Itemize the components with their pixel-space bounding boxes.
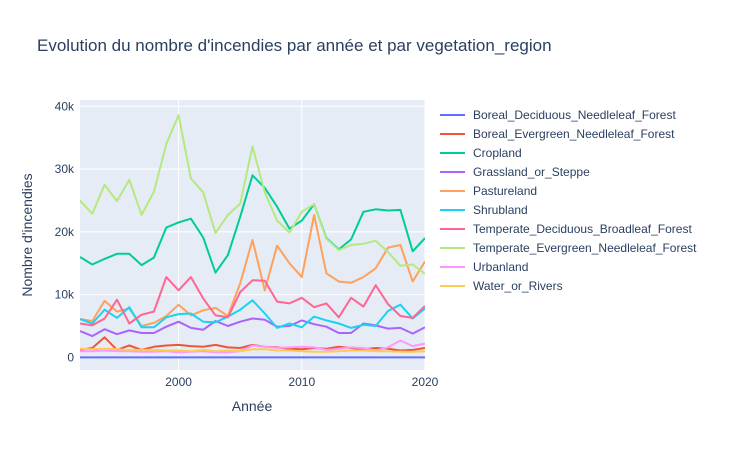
legend-item[interactable]: Boreal_Evergreen_Needleleaf_Forest — [440, 127, 675, 141]
legend-label: Temperate_Deciduous_Broadleaf_Forest — [473, 222, 692, 236]
legend-item[interactable]: Water_or_Rivers — [440, 279, 563, 293]
legend-label: Boreal_Evergreen_Needleleaf_Forest — [473, 127, 675, 141]
x-axis-label: Année — [232, 398, 273, 414]
y-tick-label: 10k — [55, 288, 75, 302]
x-tick-label: 2010 — [288, 375, 315, 389]
series-line-shrubland — [80, 299, 425, 329]
legend-label: Grassland_or_Steppe — [473, 165, 590, 179]
y-tick-labels: 0 10k 20k 30k 40k — [55, 99, 75, 364]
y-tick-label: 20k — [55, 225, 75, 239]
x-tick-label: 2000 — [165, 375, 192, 389]
series-line-water-or-rivers — [80, 347, 425, 353]
y-axis-label: Nombre d'incendies — [19, 173, 35, 296]
plot-area — [80, 100, 425, 370]
x-tick-labels: 2000 2010 2020 — [165, 375, 438, 389]
legend-label: Temperate_Evergreen_Needleleaf_Forest — [473, 241, 697, 255]
series-line-cropland — [80, 174, 425, 274]
legend[interactable]: Boreal_Deciduous_Needleleaf_Forest Boreal… — [440, 108, 697, 293]
legend-item[interactable]: Temperate_Evergreen_Needleleaf_Forest — [440, 241, 697, 255]
series-line-grassland-or-steppe — [80, 317, 425, 338]
series-line-temperate-deciduous-broadleaf-forest — [80, 276, 425, 327]
legend-item[interactable]: Grassland_or_Steppe — [440, 165, 590, 179]
legend-label: Shrubland — [473, 203, 528, 217]
legend-label: Pastureland — [473, 184, 537, 198]
legend-item[interactable]: Pastureland — [440, 184, 537, 198]
series-lines — [80, 114, 425, 359]
series-line-urbanland — [80, 339, 425, 354]
legend-item[interactable]: Shrubland — [440, 203, 528, 217]
y-tick-label: 0 — [67, 350, 74, 364]
legend-label: Urbanland — [473, 260, 528, 274]
legend-label: Water_or_Rivers — [473, 279, 563, 293]
legend-label: Cropland — [473, 146, 522, 160]
y-tick-label: 30k — [55, 162, 75, 176]
legend-label: Boreal_Deciduous_Needleleaf_Forest — [473, 108, 676, 122]
legend-item[interactable]: Temperate_Deciduous_Broadleaf_Forest — [440, 222, 692, 236]
legend-item[interactable]: Cropland — [440, 146, 522, 160]
x-tick-label: 2020 — [412, 375, 439, 389]
legend-item[interactable]: Urbanland — [440, 260, 528, 274]
chart-title: Evolution du nombre d'incendies par anné… — [37, 36, 552, 55]
legend-item[interactable]: Boreal_Deciduous_Needleleaf_Forest — [440, 108, 676, 122]
y-tick-label: 40k — [55, 99, 75, 113]
series-line-temperate-evergreen-needleleaf-forest — [80, 114, 425, 275]
